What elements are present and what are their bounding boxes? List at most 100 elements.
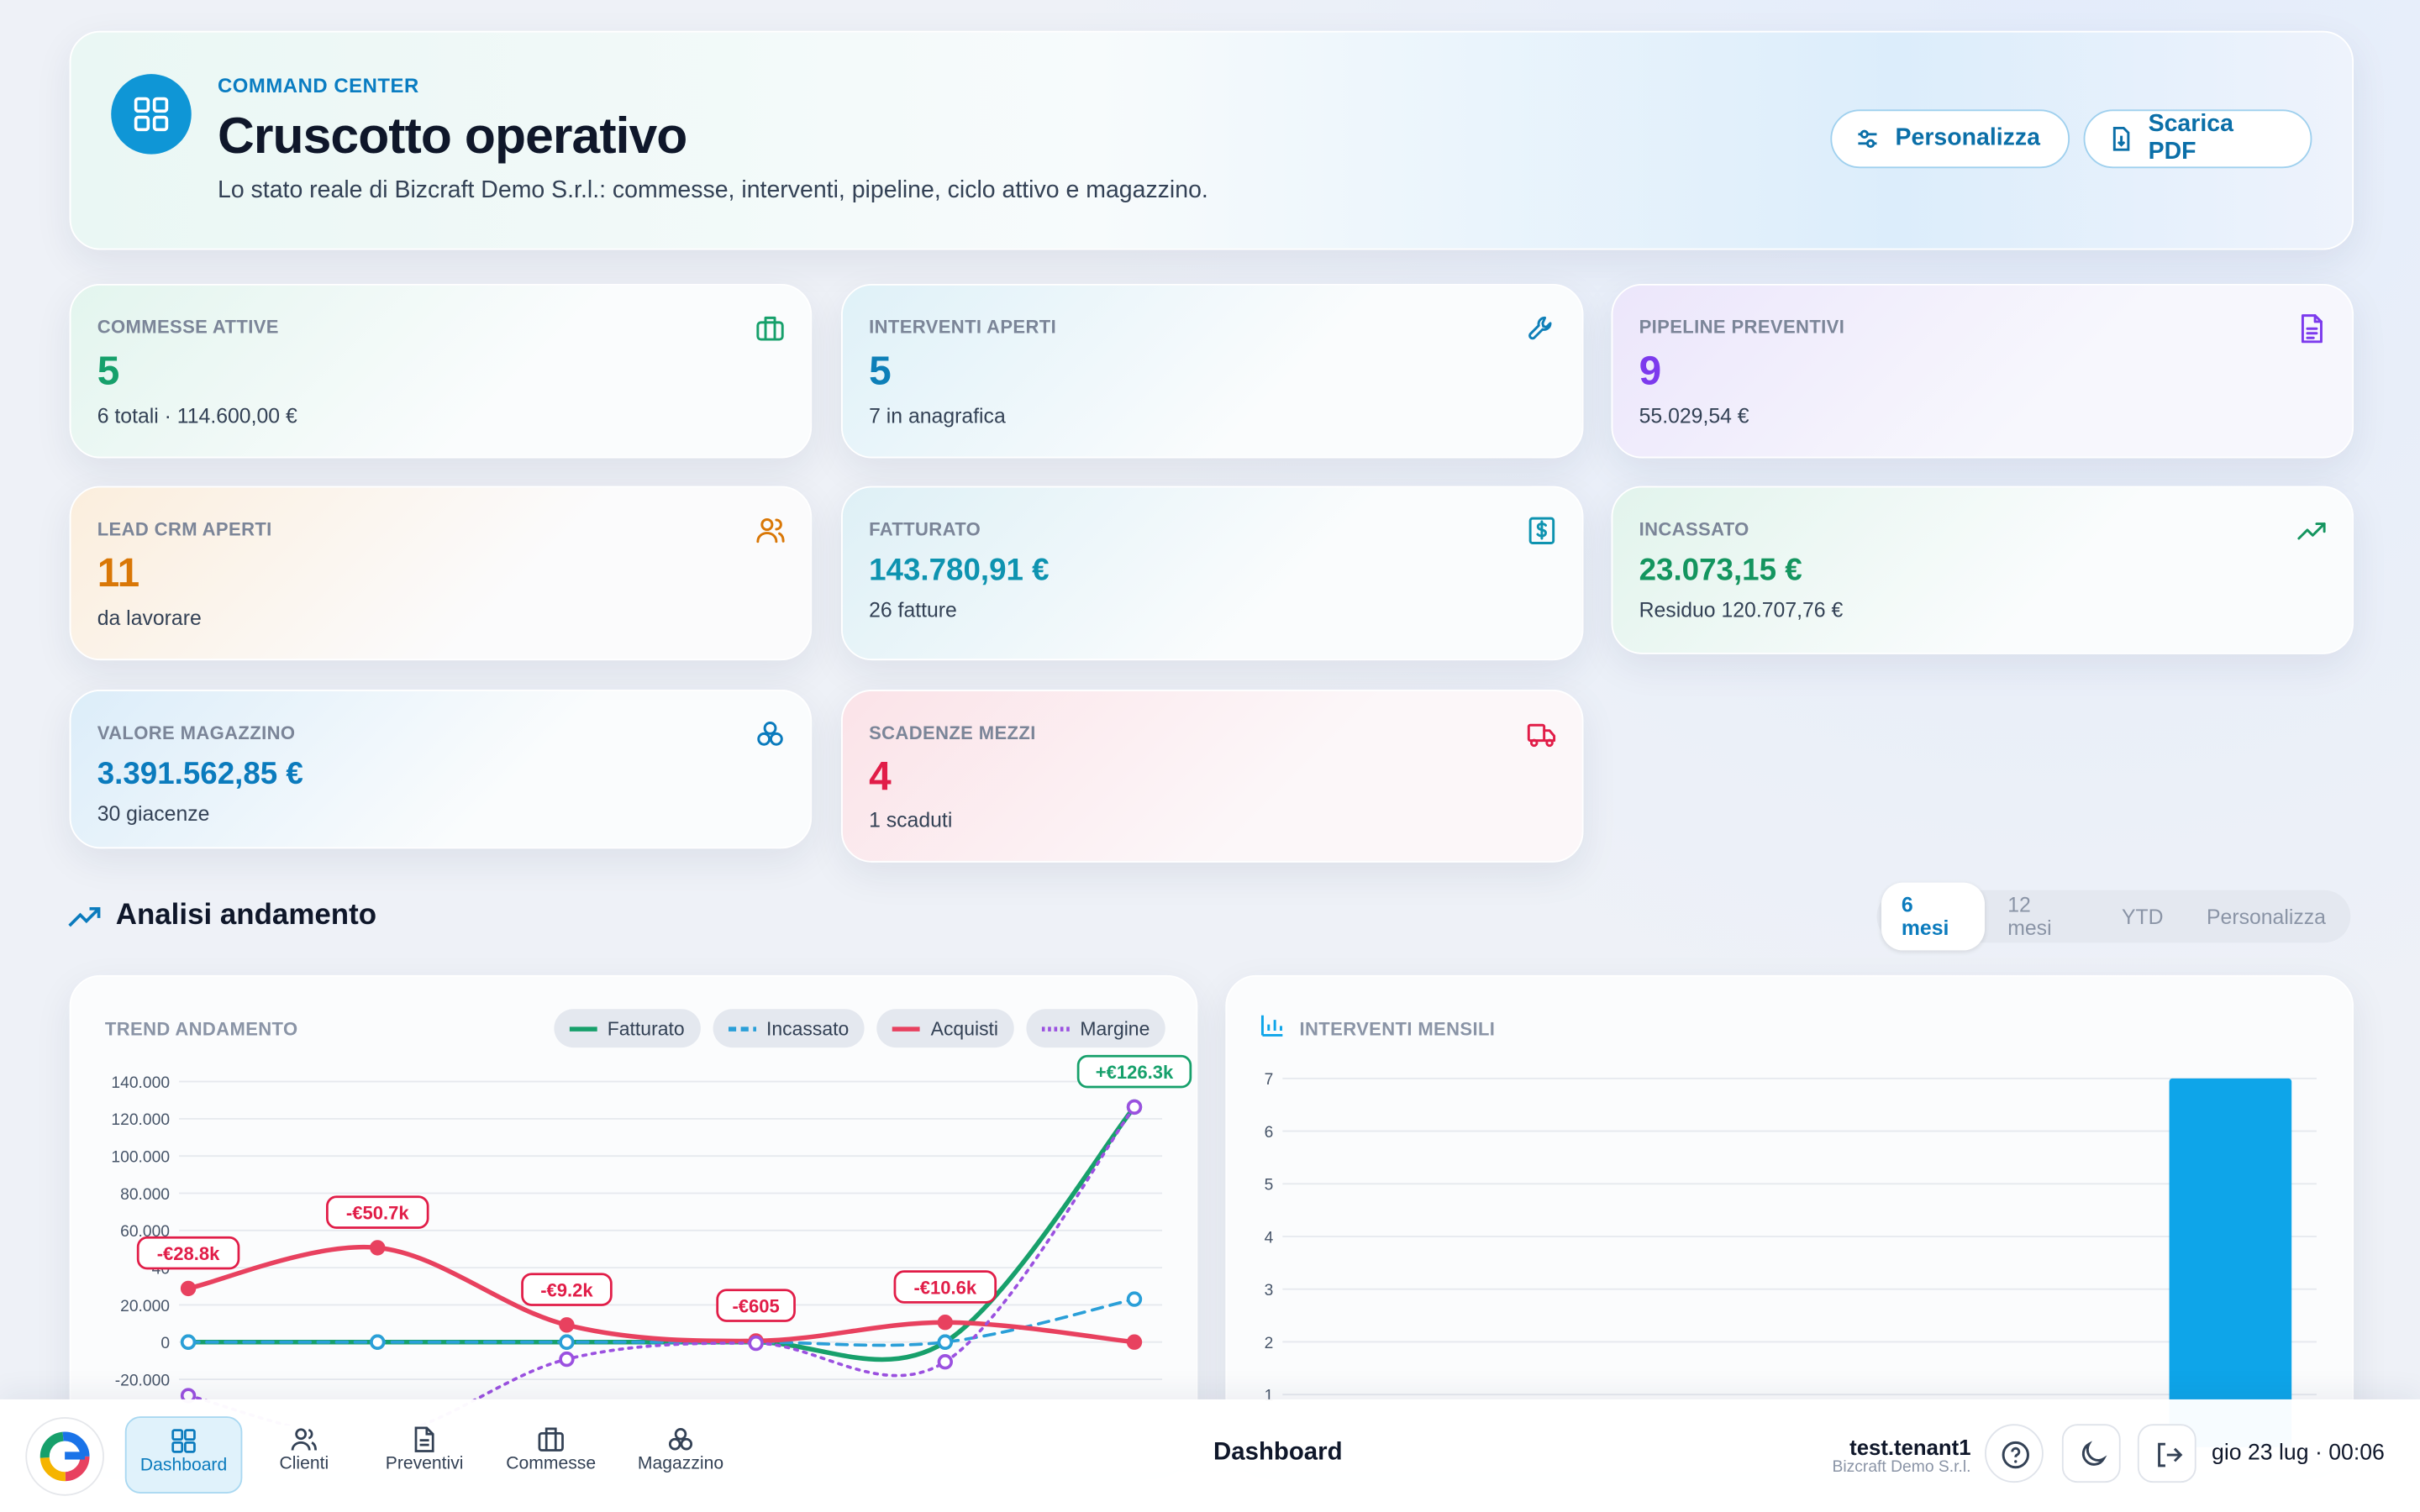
kpi-note: 30 giacenze: [97, 802, 210, 826]
chart-icon: [1260, 1015, 1283, 1037]
value-label: -€10.6k: [893, 1270, 997, 1304]
kpi-label: INTERVENTI APERTI: [869, 316, 1057, 339]
kpi-note: 55.029,54 €: [1639, 404, 1749, 428]
app-logo[interactable]: [24, 1416, 105, 1497]
legend-swatch: [892, 1026, 920, 1031]
point: [180, 1280, 197, 1297]
tab[interactable]: YTD: [2121, 905, 2164, 928]
chart-plot: 1 2 3 4 5 6 7: [1265, 1071, 2317, 1447]
nav-item[interactable]: Dashboard: [124, 1416, 243, 1494]
tab[interactable]: Personalizza: [2206, 905, 2326, 928]
legend-item[interactable]: Acquisti: [876, 1009, 1014, 1048]
kpi-note: da lavorare: [97, 606, 202, 630]
value-label-text: +€126.3k: [1096, 1062, 1174, 1083]
kpi-icon: [756, 316, 784, 341]
legend-item[interactable]: Incassato: [712, 1009, 865, 1048]
icon: [1858, 129, 1877, 148]
kpi-value: 5: [869, 347, 892, 394]
logout-button[interactable]: [2137, 1424, 2196, 1483]
value-label-box: [716, 1289, 796, 1322]
kpi-note: 6 totali · 114.600,00 €: [97, 404, 297, 428]
kpi-label: COMMESSE ATTIVE: [97, 316, 279, 339]
chart-plot: -20.000020.0004060.00080.000100.000120.0…: [111, 1054, 1192, 1426]
point: [1126, 1099, 1143, 1116]
series-line: [187, 1105, 1136, 1426]
nav-item[interactable]: Commesse: [492, 1416, 610, 1494]
nav-item[interactable]: Preventivi: [366, 1416, 483, 1494]
legend-label: Incassato: [765, 1017, 850, 1040]
nav-label: Preventivi: [385, 1455, 464, 1474]
point: [748, 1335, 764, 1352]
y-tick-label: 5: [1265, 1177, 1274, 1194]
nav-label: Dashboard: [139, 1456, 228, 1475]
legend-label: Margine: [1080, 1017, 1150, 1040]
kpi-label: VALORE MAGAZZINO: [97, 722, 296, 744]
kpi-card: INTERVENTI APERTI 5 7 in anagrafica: [841, 283, 1584, 459]
kpi-value: 3.391.562,85 €: [97, 757, 303, 792]
legend-item[interactable]: Margine: [1026, 1009, 1165, 1048]
kpi-card: FATTURATO 143.780,91 € 26 fatture: [841, 486, 1584, 661]
kpi-note: 1 scaduti: [869, 808, 953, 832]
tab[interactable]: 12 mesi: [2007, 893, 2052, 940]
page-title: Cruscotto operativo: [217, 106, 687, 164]
point: [559, 1334, 575, 1350]
y-tick-label: 140.000: [111, 1074, 170, 1092]
chart-title: TREND ANDAMENTO: [104, 1018, 298, 1040]
current-page: Dashboard: [1213, 1439, 1343, 1466]
y-tick-label: 120.000: [111, 1111, 170, 1129]
value-label-box: [893, 1270, 997, 1304]
eyebrow: COMMAND CENTER: [217, 74, 419, 97]
date-time: gio 23 lug · 00:06: [2212, 1441, 2385, 1466]
y-tick-label: 3: [1265, 1282, 1274, 1299]
help-button[interactable]: [1985, 1424, 2044, 1483]
kpi-label: LEAD CRM APERTI: [97, 518, 272, 540]
series-line: [186, 1105, 1137, 1362]
kpi-label: FATTURATO: [869, 518, 981, 540]
kpi-note: 7 in anagrafica: [869, 404, 1006, 428]
kpi-value: 4: [869, 753, 892, 800]
theme-button[interactable]: [2061, 1424, 2121, 1483]
header-card: COMMAND CENTER Cruscotto operativo Lo st…: [69, 30, 2354, 250]
value-label-text: -€10.6k: [913, 1277, 976, 1298]
chart-title: INTERVENTI MENSILI: [1299, 1018, 1496, 1040]
value-label-text: -€28.8k: [157, 1243, 220, 1264]
kpi-label: INCASSATO: [1639, 518, 1749, 540]
nav-item[interactable]: Clienti: [245, 1416, 363, 1494]
legend-swatch: [728, 1026, 756, 1031]
y-tick-label: 7: [1265, 1071, 1274, 1089]
legend-item[interactable]: Fatturato: [553, 1009, 701, 1048]
kpi-value: 11: [97, 549, 140, 596]
header-icon: [111, 74, 192, 155]
value-label-box: [1076, 1054, 1192, 1089]
kpi-card: INCASSATO 23.073,15 € Residuo 120.707,76 €: [1611, 486, 2354, 654]
legend: Fatturato Incassato Acquisti Margine: [553, 1009, 1165, 1048]
y-tick-label: 6: [1265, 1124, 1274, 1142]
tab[interactable]: 6 mesi: [1881, 882, 1985, 951]
kpi-note: 26 fatture: [869, 598, 957, 622]
nav-label: Commesse: [506, 1455, 597, 1474]
period-tabs: 6 mesi 12 mesi YTD Personalizza: [1876, 882, 2351, 951]
kpi-card: PIPELINE PREVENTIVI 9 55.029,54 €: [1611, 283, 2354, 459]
value-label: -€28.8k: [136, 1236, 240, 1270]
legend-label: Fatturato: [607, 1017, 685, 1040]
y-tick-label: -20.000: [115, 1372, 170, 1389]
kpi-card: SCADENZE MEZZI 4 1 scaduti: [841, 690, 1584, 863]
pdf-button[interactable]: Scarica PDF: [2083, 109, 2312, 169]
point: [370, 1334, 386, 1350]
kpi-icon: [756, 517, 785, 543]
kpi-note: Residuo 120.707,76 €: [1639, 598, 1844, 622]
bottom-nav: Dashboard Clienti Preventivi Commesse Magazz…: [0, 1399, 2420, 1512]
section-icon: [68, 907, 101, 927]
kpi-value: 23.073,15 €: [1639, 554, 1802, 588]
value-label-box: [326, 1195, 429, 1229]
kpi-value: 9: [1639, 347, 1662, 394]
point: [1126, 1334, 1143, 1350]
kpi-label: PIPELINE PREVENTIVI: [1639, 316, 1845, 339]
button-label: Personalizza: [1895, 124, 2040, 152]
user-name: test.tenant1: [1849, 1435, 1971, 1460]
customize-button[interactable]: Personalizza: [1830, 109, 2070, 169]
nav-item[interactable]: Magazzino: [622, 1416, 739, 1494]
y-tick-label: 0: [160, 1335, 170, 1352]
y-tick-label: 1: [1265, 1387, 1274, 1404]
